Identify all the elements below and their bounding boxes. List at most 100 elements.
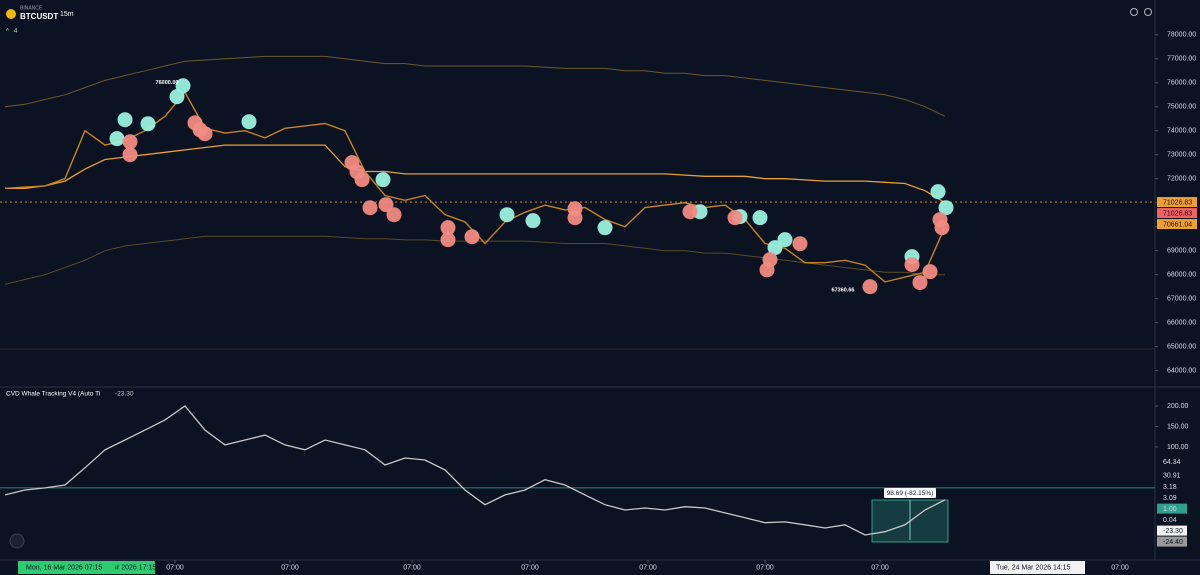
- whale-bubble: [922, 264, 938, 280]
- whale-bubble: [912, 275, 928, 291]
- whale-bubble: [241, 114, 257, 130]
- x-tick-label: 07:00: [871, 564, 889, 571]
- x-tick-label: 07:00: [521, 564, 539, 571]
- value-tag: -24.40: [1163, 539, 1183, 546]
- price-tag: 70661.04: [1163, 221, 1192, 228]
- y-tick-label: 64000.00: [1167, 367, 1196, 374]
- y-tick-label: 77000.00: [1167, 56, 1196, 63]
- cursor-date: Tue, 24 Mar 2026 14:15: [996, 564, 1071, 571]
- y-tick-label: 100.00: [1167, 444, 1189, 451]
- start-date: Mon, 16 Mar 2026 07:15: [26, 564, 102, 571]
- whale-bubble: [938, 200, 954, 216]
- y-tick-label: 69000.00: [1167, 248, 1196, 255]
- whale-bubble: [792, 236, 808, 252]
- y-tick-label: 78000.00: [1167, 32, 1196, 39]
- whale-bubble: [767, 240, 783, 256]
- price-tag: 71026.83: [1163, 210, 1192, 217]
- value-tag-box: [1157, 503, 1187, 514]
- series-line: [5, 144, 946, 204]
- whale-bubble: [197, 126, 213, 142]
- y-tick-label: 74000.00: [1167, 128, 1196, 135]
- value-tag: -23.30: [1163, 528, 1183, 535]
- price-tag: 71026.83: [1163, 199, 1192, 206]
- x-tick-label: 07:00: [281, 564, 299, 571]
- value-tag-box: [1157, 536, 1187, 547]
- whale-bubble: [122, 147, 138, 163]
- collapse-icon[interactable]: ^: [6, 29, 9, 35]
- y-tick-label: 75000.00: [1167, 104, 1196, 111]
- whale-bubble: [934, 220, 950, 236]
- whale-bubble: [682, 204, 698, 220]
- x-tick-label: 07:00: [403, 564, 421, 571]
- y-tick-label: 200.00: [1167, 403, 1189, 410]
- measure-label-box: [884, 488, 936, 498]
- range-end: ır 2026 17:15: [115, 564, 156, 571]
- indicator-title: CVD Whale Tracking V4 (Auto Ti: [6, 391, 100, 398]
- whale-bubble: [169, 89, 185, 105]
- series-line: [4, 405, 946, 536]
- whale-bubble: [440, 232, 456, 248]
- exchange: BINANCE: [20, 5, 43, 11]
- whale-bubble: [378, 197, 394, 213]
- whale-bubble: [862, 279, 878, 295]
- y-tick-label: 76000.00: [1167, 80, 1196, 87]
- value-tag-box: [1157, 525, 1187, 536]
- y-tick-label: 67000.00: [1167, 295, 1196, 302]
- indicator-value: -23.30: [115, 391, 134, 398]
- series-line: [4, 55, 946, 117]
- whale-bubble: [354, 172, 370, 188]
- y-tick-label: 65000.00: [1167, 343, 1196, 350]
- price-tag-box: [1157, 197, 1197, 208]
- x-tick-label: 07:00: [166, 564, 184, 571]
- symbol[interactable]: BTCUSDT: [20, 12, 58, 21]
- value-tag: 1.00: [1163, 506, 1177, 513]
- whale-bubble: [759, 262, 775, 278]
- x-tick-label: 07:00: [639, 564, 657, 571]
- value-tag: 30.91: [1163, 473, 1181, 480]
- whale-bubble: [752, 210, 768, 226]
- whale-bubble: [567, 210, 583, 226]
- price-tag-box: [1157, 219, 1197, 230]
- start-date-box: [18, 561, 155, 574]
- whale-bubble: [175, 78, 191, 94]
- x-tick-label: 07:00: [1111, 564, 1129, 571]
- camera-icon[interactable]: [1144, 8, 1152, 16]
- layer-count: 4: [14, 29, 18, 35]
- value-tag: 3.18: [1163, 484, 1177, 491]
- whale-bubble: [464, 229, 480, 245]
- price-tag-box: [1157, 208, 1197, 219]
- y-tick-label: 73000.00: [1167, 152, 1196, 159]
- whale-bubble: [597, 220, 613, 236]
- value-tag: 64.34: [1163, 459, 1181, 466]
- y-tick-label: 150.00: [1167, 423, 1189, 430]
- value-tag: 0.04: [1163, 517, 1177, 524]
- value-tag: 3.09: [1163, 495, 1177, 502]
- settings-icon[interactable]: [1130, 8, 1138, 16]
- price-annotation: 76000.00: [156, 80, 179, 86]
- exchange-icon: [6, 9, 16, 19]
- interval[interactable]: 15m: [60, 11, 74, 18]
- whale-bubble: [930, 184, 946, 200]
- whale-bubble: [440, 220, 456, 236]
- whale-bubble: [777, 232, 793, 248]
- whale-bubble: [375, 172, 391, 188]
- price-annotation: 67360.66: [832, 287, 855, 293]
- x-tick-label: 07:00: [756, 564, 774, 571]
- tool-button[interactable]: [9, 533, 25, 549]
- whale-bubble: [386, 207, 402, 223]
- whale-bubble: [525, 213, 541, 229]
- whale-bubble: [499, 207, 515, 223]
- whale-bubble: [117, 112, 133, 128]
- y-tick-label: 66000.00: [1167, 319, 1196, 326]
- whale-bubble: [362, 200, 378, 216]
- y-tick-label: 68000.00: [1167, 272, 1196, 279]
- whale-bubble: [727, 210, 743, 226]
- whale-bubble: [904, 257, 920, 273]
- cursor-date-box: [990, 561, 1085, 574]
- whale-bubble: [140, 116, 156, 132]
- whale-bubble: [122, 134, 138, 150]
- y-tick-label: 72000.00: [1167, 176, 1196, 183]
- measure-label: 98.69 (-82.15%): [887, 490, 934, 497]
